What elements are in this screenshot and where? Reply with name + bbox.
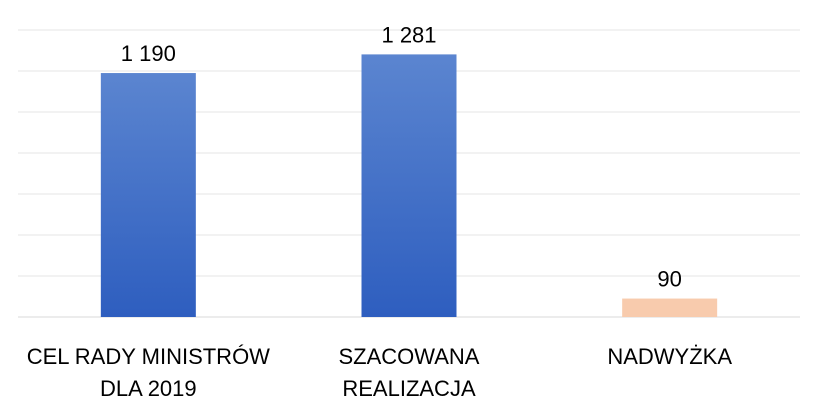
category-label: CEL RADY MINISTRÓW <box>27 344 270 369</box>
category-label: DLA 2019 <box>100 376 197 400</box>
bar <box>100 73 196 317</box>
bar <box>622 298 718 317</box>
category-label: SZACOWANA <box>339 344 480 369</box>
data-labels: 1 190 1 281 90 <box>121 22 682 291</box>
data-label: 1 281 <box>381 22 436 47</box>
data-label: 90 <box>657 267 681 292</box>
category-label: REALIZACJA <box>342 376 476 400</box>
bars <box>100 54 718 318</box>
bar <box>361 54 457 318</box>
category-labels: CEL RADY MINISTRÓW DLA 2019 SZACOWANA REALI… <box>27 344 733 401</box>
category-label: NADWYŻKA <box>607 344 732 369</box>
data-label: 1 190 <box>121 41 176 66</box>
